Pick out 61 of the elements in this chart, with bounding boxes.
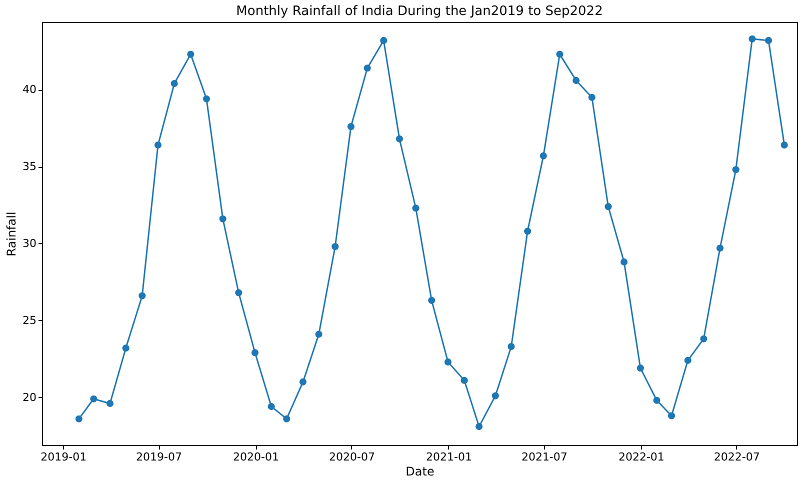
point: [219, 215, 226, 222]
point: [700, 335, 708, 342]
y-tick-label: 25: [22, 314, 36, 327]
point: [90, 395, 98, 402]
y-axis-title: Rainfall: [4, 212, 19, 256]
point: [668, 412, 676, 420]
point: [716, 244, 724, 252]
x-tick-label: 2019-07: [136, 450, 182, 464]
x-tick-label: 2020-07: [329, 450, 375, 464]
point: [508, 343, 515, 350]
point: [444, 358, 452, 366]
point: [299, 378, 307, 386]
point: [235, 289, 242, 296]
point: [684, 356, 692, 364]
point: [572, 76, 580, 84]
point: [460, 376, 468, 384]
x-tick-label: 2021-07: [521, 450, 568, 464]
point: [364, 64, 371, 72]
point: [556, 50, 564, 58]
point: [106, 400, 114, 407]
point: [154, 142, 162, 149]
point: [732, 166, 740, 174]
x-tick-label: 2022-07: [714, 450, 760, 464]
point: [170, 80, 178, 88]
x-tick-label: 2022-01: [618, 450, 664, 464]
point: [347, 123, 354, 130]
point: [524, 228, 532, 235]
point: [764, 36, 772, 44]
point: [653, 396, 660, 404]
point: [283, 415, 290, 422]
point: [780, 142, 788, 149]
point: [636, 364, 644, 372]
x-axis-title: Date: [406, 464, 434, 478]
point: [202, 95, 210, 102]
point: [396, 135, 403, 142]
y-tick-label: 30: [22, 237, 36, 250]
point: [620, 258, 628, 266]
point: [476, 423, 483, 430]
point: [122, 344, 130, 352]
y-tick-label: 40: [22, 83, 36, 96]
point: [604, 203, 612, 210]
point: [251, 349, 259, 356]
point: [315, 330, 322, 338]
y-tick-label: 35: [22, 160, 36, 174]
point: [187, 50, 194, 58]
point: [748, 35, 756, 42]
y-tick-label: 20: [22, 390, 36, 404]
point: [138, 292, 146, 300]
point: [412, 204, 420, 212]
point: [380, 36, 388, 44]
point: [588, 94, 596, 101]
point: [492, 392, 499, 400]
x-tick-label: 2021-01: [426, 450, 472, 464]
point: [332, 243, 339, 250]
point: [428, 296, 436, 304]
chart-title: Monthly Rainfall of India During the Jan2019 to Sep2022: [236, 4, 603, 19]
x-tick-label: 2019-01: [40, 450, 87, 464]
x-tick-label: 2020-01: [233, 450, 280, 464]
point: [268, 403, 275, 410]
point: [75, 415, 82, 422]
point: [540, 152, 547, 160]
